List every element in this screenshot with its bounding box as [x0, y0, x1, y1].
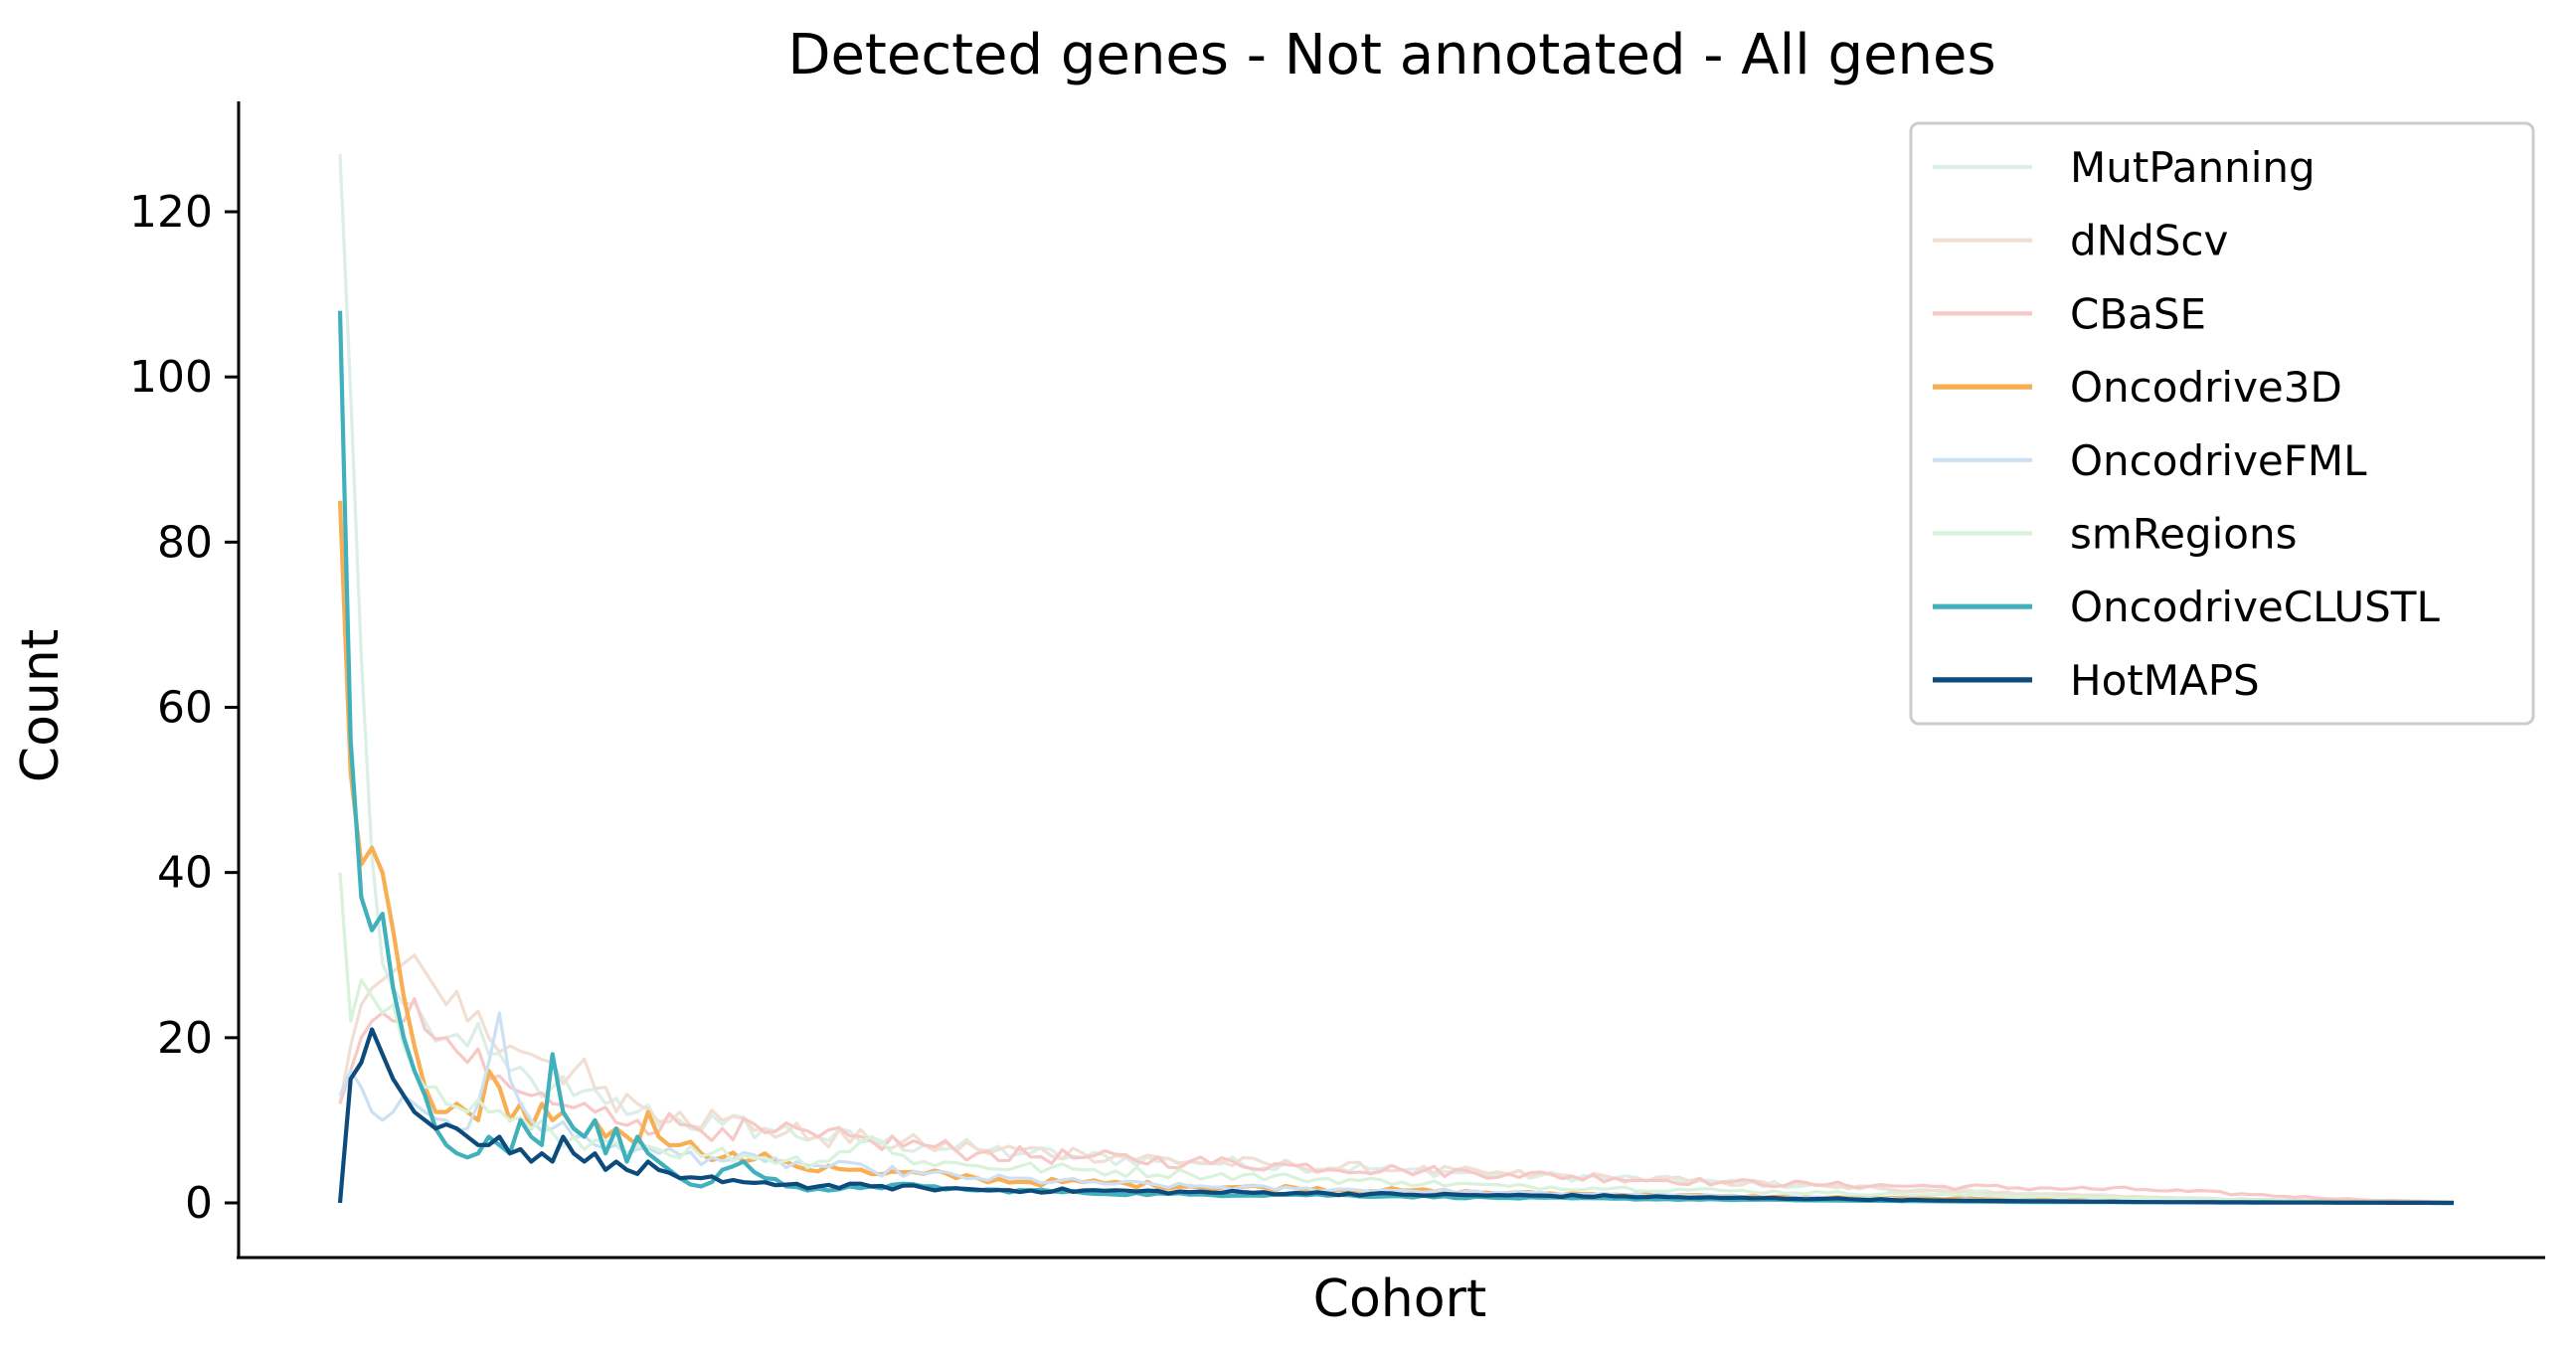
x-axis-label: Cohort: [1313, 1269, 1487, 1329]
y-tick-label: 20: [157, 1013, 213, 1064]
legend-item: OncodriveFML: [1933, 436, 2367, 485]
legend-item: smRegions: [1933, 510, 2297, 559]
y-tick-label: 0: [185, 1178, 213, 1229]
y-ticks: 0 20 40 60 80 100 120: [129, 187, 239, 1229]
series-line-smregions: [338, 872, 2455, 1205]
y-tick-label: 80: [157, 517, 213, 568]
y-axis-label: Count: [11, 629, 71, 782]
legend-item: dNdScv: [1933, 217, 2228, 265]
y-tick-label: 100: [129, 352, 213, 403]
legend-label: CBaSE: [2070, 289, 2206, 338]
y-tick-label: 40: [157, 848, 213, 899]
legend-label: OncodriveCLUSTL: [2070, 583, 2440, 631]
legend-frame: [1909, 121, 2535, 726]
series-line-cbase: [338, 997, 2455, 1204]
legend-label: MutPanning: [2070, 143, 2316, 192]
legend-item: CBaSE: [1933, 289, 2206, 338]
legend-item: MutPanning: [1933, 143, 2316, 192]
legend-label: smRegions: [2070, 510, 2297, 559]
legend-items: MutPanning dNdScv CBaSE Oncodrive3D Oncodriv…: [1933, 143, 2440, 705]
series-line-hotmaps: [337, 1027, 2454, 1206]
legend: MutPanning dNdScv CBaSE Oncodrive3D Oncodriv…: [1909, 121, 2535, 726]
y-tick-label: 60: [157, 683, 213, 734]
legend-label: HotMAPS: [2070, 656, 2260, 705]
legend-label: Oncodrive3D: [2070, 363, 2342, 412]
y-tick-label: 120: [129, 187, 213, 238]
legend-label: dNdScv: [2070, 217, 2228, 265]
legend-item: OncodriveCLUSTL: [1933, 583, 2440, 631]
legend-label: OncodriveFML: [2070, 436, 2367, 485]
legend-item: HotMAPS: [1933, 656, 2260, 705]
legend-item: Oncodrive3D: [1933, 363, 2342, 412]
chart-title: Detected genes - Not annotated - All gen…: [787, 23, 1995, 87]
series-layer: [337, 153, 2455, 1206]
